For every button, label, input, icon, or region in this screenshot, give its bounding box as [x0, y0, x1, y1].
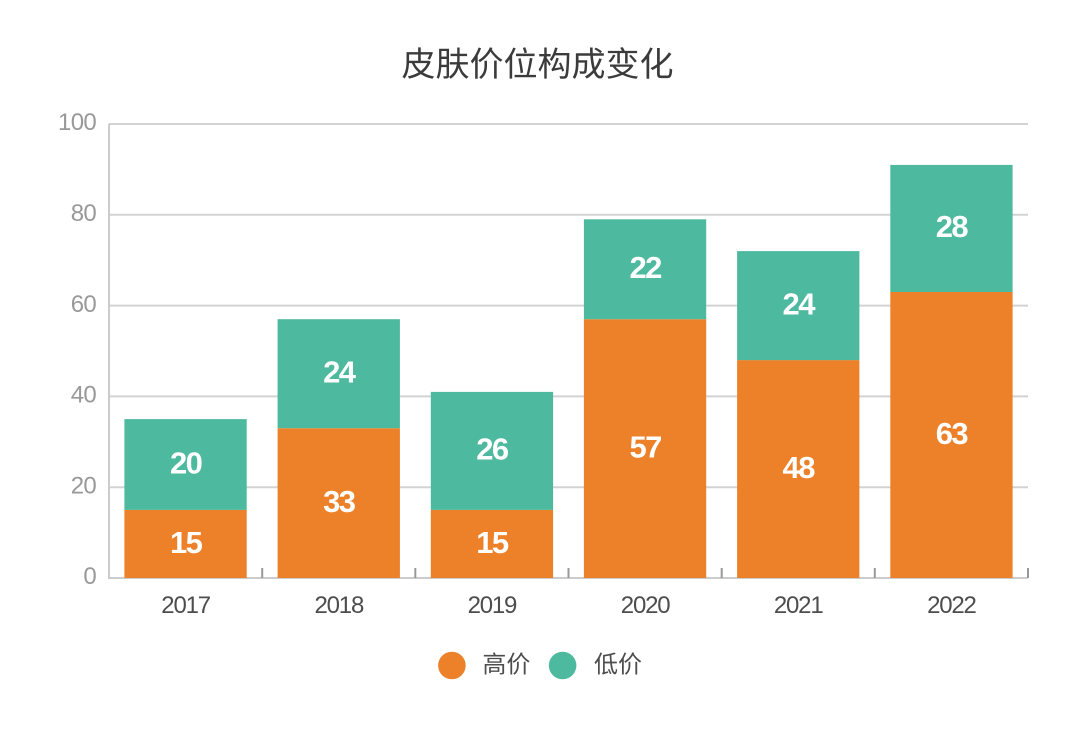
svg-text:15: 15 — [170, 525, 203, 560]
svg-text:2019: 2019 — [468, 592, 517, 619]
svg-text:2020: 2020 — [621, 592, 670, 619]
svg-text:26: 26 — [476, 432, 509, 467]
svg-text:20: 20 — [170, 445, 202, 480]
svg-text:2021: 2021 — [774, 592, 823, 619]
svg-text:0: 0 — [83, 563, 96, 590]
svg-text:15: 15 — [476, 525, 509, 560]
svg-text:24: 24 — [783, 286, 817, 321]
svg-text:2022: 2022 — [927, 592, 976, 619]
svg-text:24: 24 — [323, 355, 357, 390]
svg-text:22: 22 — [629, 250, 661, 285]
svg-text:33: 33 — [323, 484, 356, 519]
svg-text:63: 63 — [936, 416, 969, 451]
svg-text:48: 48 — [783, 450, 816, 485]
svg-text:80: 80 — [71, 200, 97, 227]
svg-text:2018: 2018 — [315, 592, 364, 619]
svg-text:40: 40 — [71, 382, 97, 409]
svg-text:57: 57 — [629, 429, 661, 464]
svg-text:60: 60 — [71, 291, 97, 318]
svg-text:2017: 2017 — [161, 592, 210, 619]
svg-text:28: 28 — [936, 209, 969, 244]
svg-text:100: 100 — [58, 109, 96, 136]
svg-text:20: 20 — [71, 472, 97, 499]
